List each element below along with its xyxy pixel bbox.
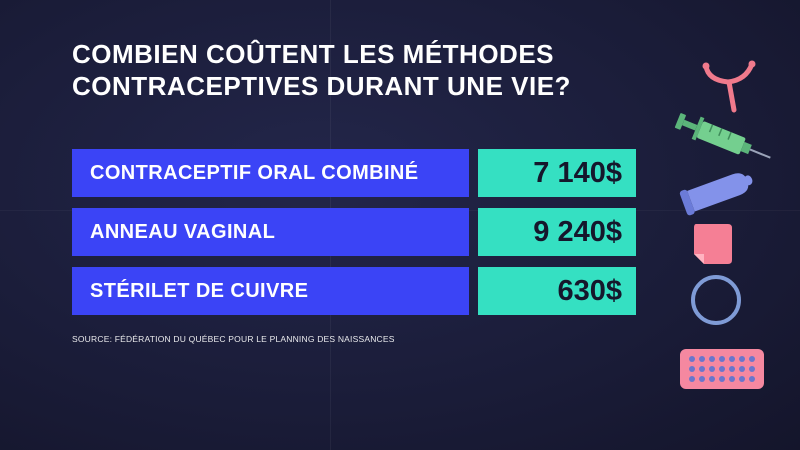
iud-icon (702, 60, 756, 113)
cost-value: 9 240$ (478, 208, 636, 256)
source-note: SOURCE: FÉDÉRATION DU QUÉBEC POUR LE PLA… (72, 334, 395, 344)
method-label: CONTRACEPTIF ORAL COMBINÉ (72, 149, 469, 197)
page-title: COMBIEN COÛTENT LES MÉTHODES CONTRACEPTI… (72, 39, 571, 101)
cost-value: 630$ (478, 267, 636, 315)
cost-row: CONTRACEPTIF ORAL COMBINÉ 7 140$ (72, 149, 636, 197)
vaginal-ring-icon (691, 275, 741, 325)
cost-row: ANNEAU VAGINAL 9 240$ (72, 208, 636, 256)
patch-icon (694, 224, 732, 264)
pill-pack-icon (680, 349, 764, 389)
cost-row: STÉRILET DE CUIVRE 630$ (72, 267, 636, 315)
cost-value: 7 140$ (478, 149, 636, 197)
method-label: STÉRILET DE CUIVRE (72, 267, 469, 315)
condom-icon (679, 173, 753, 216)
syringe-icon (674, 113, 771, 159)
method-label: ANNEAU VAGINAL (72, 208, 469, 256)
